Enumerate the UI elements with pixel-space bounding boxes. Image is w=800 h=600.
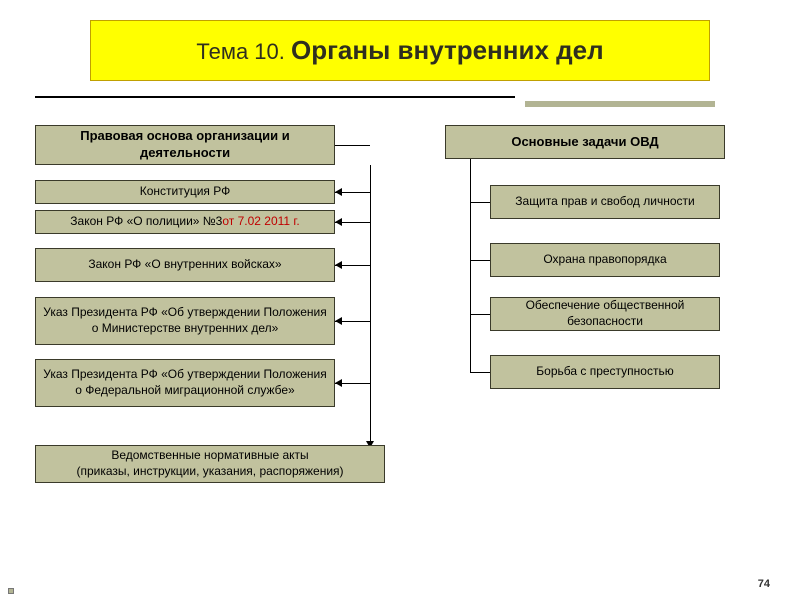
left-item-box: Закон РФ «О полиции» №3 от 7.02 2011 г. [35,210,335,234]
accent-bar [525,101,715,107]
left-header-stub [335,145,370,146]
right-item-connector [470,314,490,315]
left-footer-box: Ведомственные нормативные акты (приказы,… [35,445,385,483]
left-item-box: Указ Президента РФ «Об утверждении Полож… [35,359,335,407]
right-column: Основные задачи ОВД Защита прав и свобод … [435,125,735,555]
left-header-box: Правовая основа организации и деятельнос… [35,125,335,165]
right-item-box: Обеспечение общественной безопасности [490,297,720,331]
page-number: 74 [758,578,770,590]
divider-line [35,96,515,98]
right-item-connector [470,202,490,203]
arrow-left-icon [335,261,342,269]
left-column: Правовая основа организации и деятельнос… [35,125,395,555]
title-prefix: Тема 10. [196,39,291,64]
corner-bullet-icon [8,588,14,594]
left-stack: Правовая основа организации и деятельнос… [35,125,395,555]
arrow-left-icon [335,379,342,387]
arrow-left-icon [335,188,342,196]
arrow-left-icon [335,317,342,325]
slide: Тема 10. Органы внутренних дел Правовая … [0,0,800,600]
date-highlight: от 7.02 2011 г. [222,214,299,230]
columns: Правовая основа организации и деятельнос… [35,125,765,555]
left-vline [370,165,371,443]
left-item-box: Указ Президента РФ «Об утверждении Полож… [35,297,335,345]
right-item-connector [470,372,490,373]
left-item-box: Закон РФ «О внутренних войсках» [35,248,335,282]
right-stack: Основные задачи ОВД Защита прав и свобод … [435,125,735,505]
arrow-left-icon [335,218,342,226]
right-item-box: Защита прав и свобод личности [490,185,720,219]
left-item-box: Конституция РФ [35,180,335,204]
right-item-connector [470,260,490,261]
right-item-box: Борьба с преступностью [490,355,720,389]
right-header-box: Основные задачи ОВД [445,125,725,159]
title-box: Тема 10. Органы внутренних дел [90,20,710,81]
title-main: Органы внутренних дел [291,35,604,65]
right-item-box: Охрана правопорядка [490,243,720,277]
right-vline [470,159,471,372]
